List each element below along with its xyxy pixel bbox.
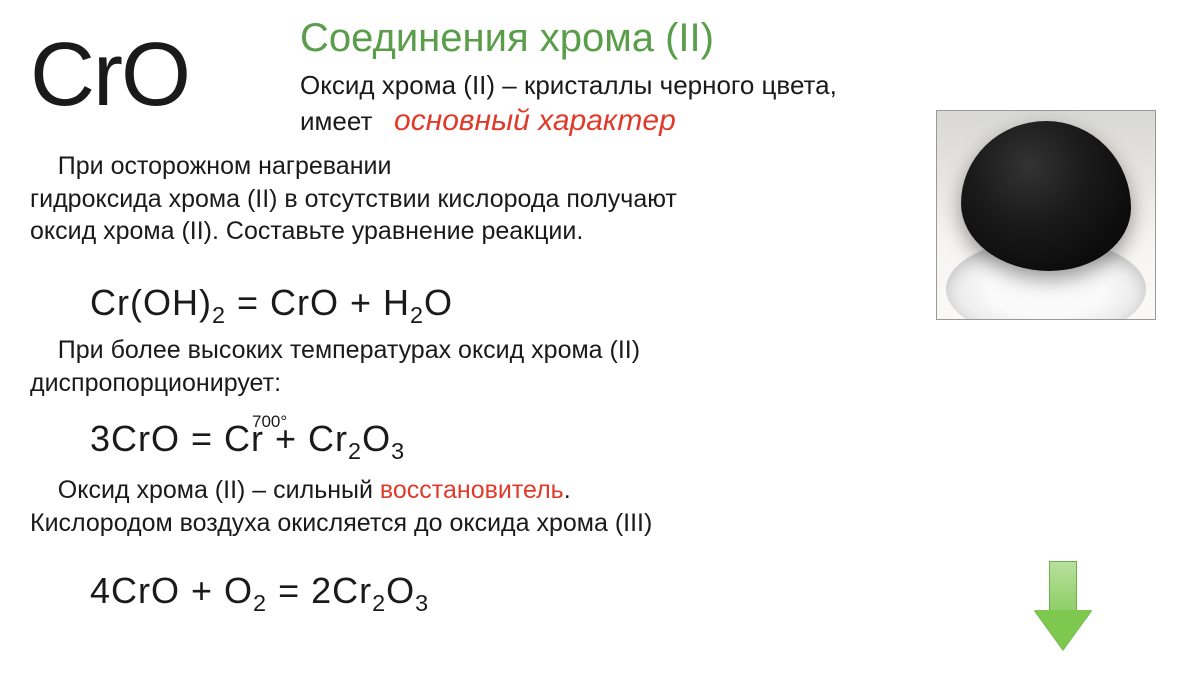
compound-formula-large: CrO [30, 24, 189, 127]
arrow-stem [1049, 561, 1077, 611]
paragraph-2: При более высоких температурах оксид хро… [30, 334, 930, 399]
p2-line1: При более высоких температурах оксид хро… [58, 336, 640, 364]
chromium-oxide-photo [936, 110, 1156, 320]
eq3-mid: = 2Cr [267, 570, 372, 611]
subtitle-line-1: Оксид хрома (II) – кристаллы черного цве… [300, 68, 837, 103]
eq3-sub2: 2 [372, 590, 386, 616]
slide-title: Соединения хрома (II) [300, 16, 714, 61]
p2-line2: диспропорционирует: [30, 369, 281, 397]
p3-line1-suffix: . [564, 476, 571, 504]
black-powder [961, 121, 1131, 271]
eq1-middle: = CrO + H [226, 282, 410, 323]
eq1-suffix: O [424, 282, 453, 323]
p1-line1: При осторожном нагревании [58, 152, 392, 180]
eq1-sub1: 2 [212, 302, 226, 328]
eq2-mid: O [362, 418, 391, 459]
subtitle-prefix: имеет [300, 106, 372, 136]
paragraph-3: Оксид хрома (II) – сильный восстановител… [30, 474, 930, 539]
eq3-sub3: 3 [415, 590, 429, 616]
down-arrow-icon [1034, 561, 1092, 651]
emphasis-reducer: восстановитель [380, 476, 564, 504]
equation-1: Cr(OH)2 = CrO + H2O [90, 282, 453, 329]
eq3-mid2: O [386, 570, 415, 611]
eq1-sub2: 2 [410, 302, 424, 328]
arrow-head [1034, 610, 1092, 650]
equation-2: 3CrO = Cr + Cr2O3 [90, 418, 405, 465]
subtitle-line-2: имеет основный характер [300, 104, 676, 138]
eq3-prefix: 4CrO + O [90, 570, 253, 611]
eq3-sub1: 2 [253, 590, 267, 616]
eq2-prefix: 3CrO = Cr + Cr [90, 418, 348, 459]
p1-line2: гидроксида хрома (II) в отсутствии кисло… [30, 185, 677, 213]
equation-3: 4CrO + O2 = 2Cr2O3 [90, 570, 429, 617]
emphasis-basic-character: основный характер [394, 104, 676, 137]
p3-line2: Кислородом воздуха окисляется до оксида … [30, 509, 652, 537]
p3-line1-prefix: Оксид хрома (II) – сильный [58, 476, 380, 504]
eq2-sub2: 3 [391, 438, 405, 464]
p1-line3: оксид хрома (II). Составьте уравнение ре… [30, 217, 583, 245]
eq1-prefix: Cr(OH) [90, 282, 212, 323]
paragraph-1: При осторожном нагревании гидроксида хро… [30, 150, 790, 248]
eq2-sub1: 2 [348, 438, 362, 464]
